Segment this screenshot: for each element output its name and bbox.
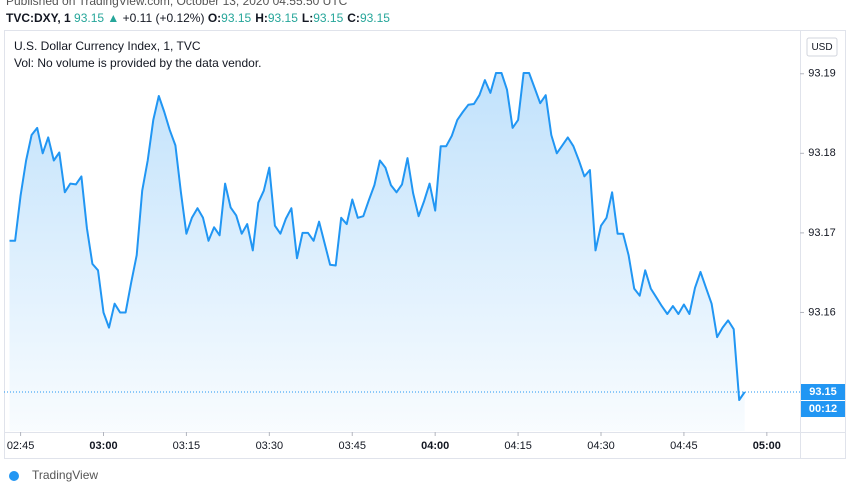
symbol: TVC:DXY, 1 <box>6 11 71 25</box>
ohlc-value: 93.15 <box>359 11 390 25</box>
x-tick-label: 03:45 <box>338 440 366 452</box>
change: +0.11 (+0.12%) <box>122 11 205 25</box>
x-tick-label: 03:30 <box>256 440 284 452</box>
x-tick-label: 05:00 <box>753 440 781 452</box>
ohlc-key: C: <box>347 11 360 25</box>
price-line <box>9 72 746 401</box>
x-tick-label: 03:15 <box>173 440 201 452</box>
y-tick-label: 93.17 <box>808 227 836 239</box>
last-price-box <box>801 384 845 401</box>
published-note: Published on TradingView.com, October 13… <box>6 0 348 8</box>
x-tick-label: 02:45 <box>7 440 35 452</box>
y-tick-label: 93.19 <box>808 68 836 80</box>
chart-title: U.S. Dollar Currency Index, 1, TVC <box>14 39 201 53</box>
symbol-line: TVC:DXY, 1 93.15 ▲ +0.11 (+0.12%) O:93.1… <box>6 11 394 25</box>
chart-subtitle: Vol: No volume is provided by the data v… <box>14 56 261 70</box>
ohlc-key: L: <box>301 11 314 25</box>
countdown-label: 00:12 <box>809 403 837 415</box>
chart-frame <box>4 30 846 459</box>
y-tick-label: 93.16 <box>808 306 836 318</box>
x-tick-label: 04:15 <box>504 440 532 452</box>
countdown-box <box>801 401 845 418</box>
x-tick-label: 04:00 <box>421 440 449 452</box>
arrow: ▲ <box>107 11 120 25</box>
logo-icon <box>9 471 19 481</box>
ohlc-value: 93.15 <box>221 11 252 25</box>
ohlc-value: 93.15 <box>313 11 344 25</box>
y-tick-label: 93.18 <box>808 147 836 159</box>
currency-button[interactable] <box>806 37 838 57</box>
ohlc-key: H: <box>255 11 268 25</box>
footer-brand: TradingView <box>32 468 98 482</box>
x-tick-label: 03:00 <box>89 440 117 452</box>
x-tick-label: 04:45 <box>670 440 698 452</box>
ohlc: O:93.15 H:93.15 L:93.15 C:93.15 <box>208 11 394 25</box>
price: 93.15 <box>74 11 105 25</box>
price-area <box>9 73 745 431</box>
currency-label: USD <box>811 42 832 53</box>
ohlc-value: 93.15 <box>267 11 298 25</box>
last-price-label: 93.15 <box>809 386 837 398</box>
ohlc-key: O: <box>207 11 222 25</box>
x-tick-label: 04:30 <box>587 440 615 452</box>
